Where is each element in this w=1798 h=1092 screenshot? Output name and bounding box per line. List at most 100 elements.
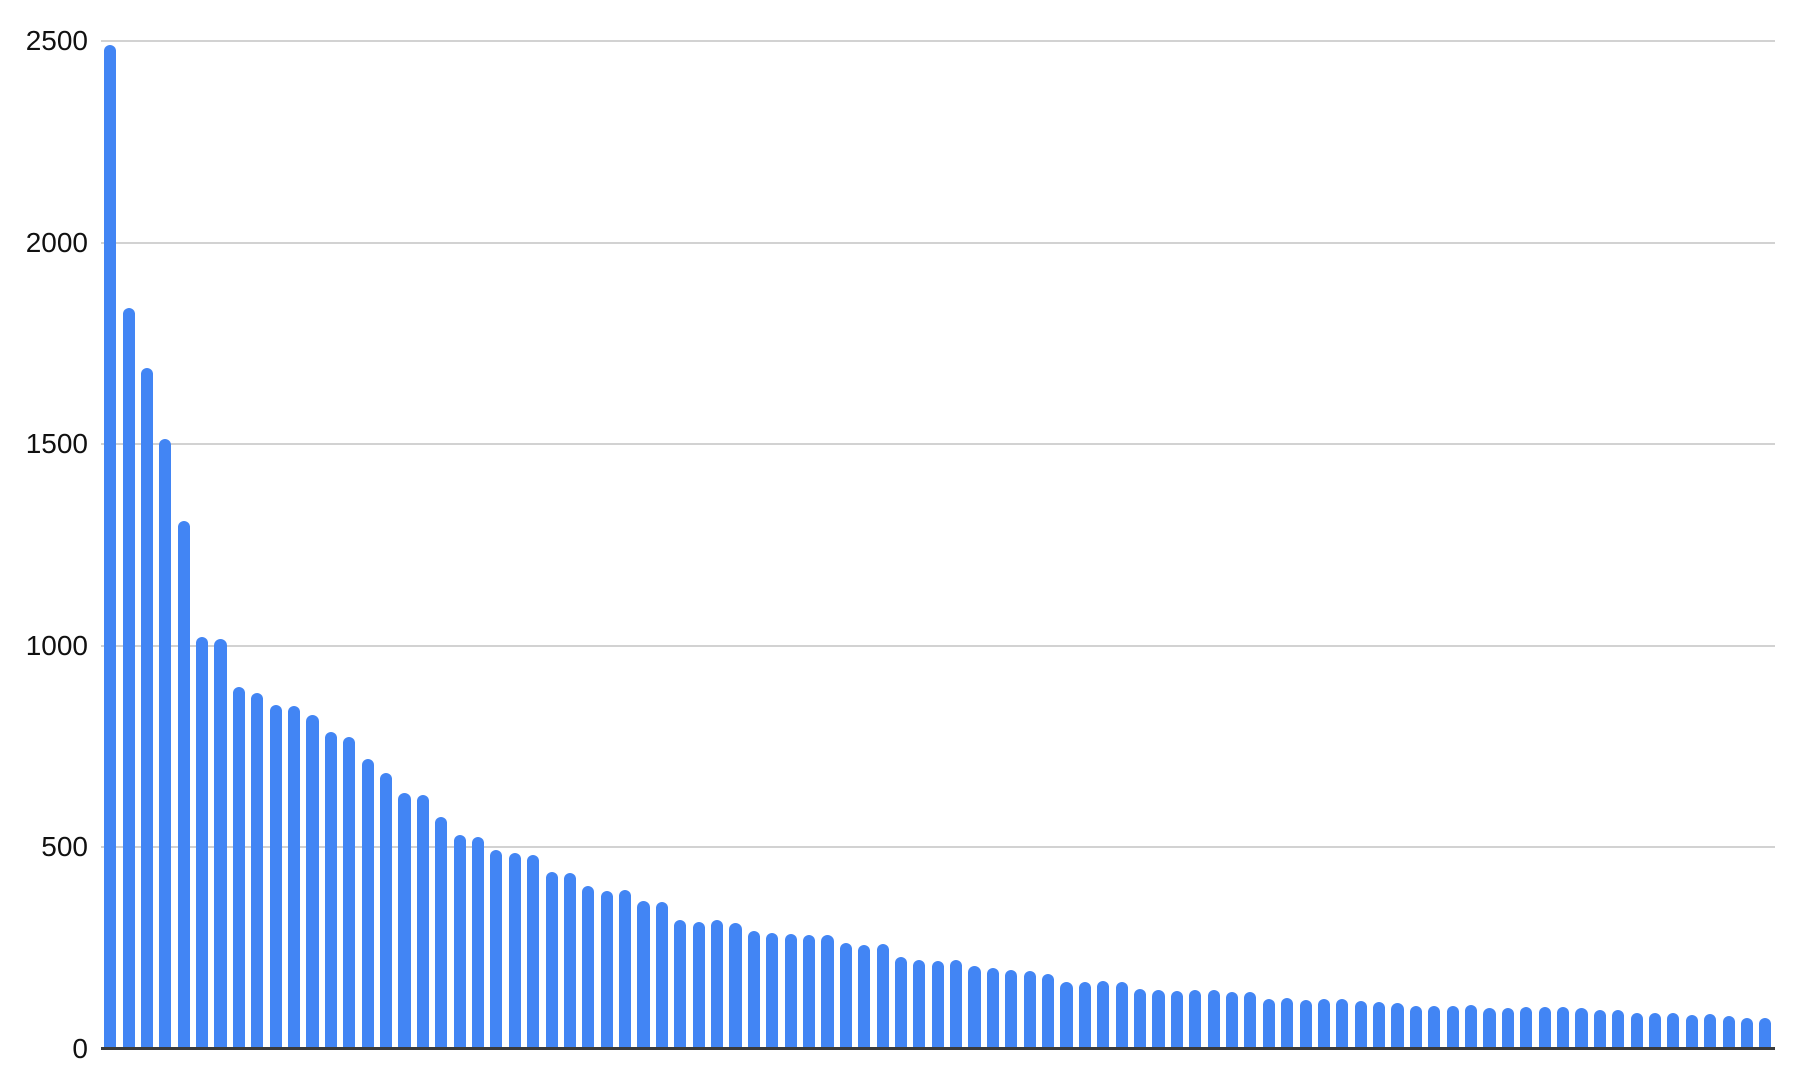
- x-axis-line: [101, 1047, 1775, 1050]
- bar: [453, 834, 466, 1049]
- bar: [1391, 1002, 1404, 1049]
- bar: [986, 967, 1000, 1049]
- bar: [177, 521, 190, 1049]
- bar: [1538, 1007, 1551, 1049]
- bar: [1115, 982, 1128, 1049]
- bar: [324, 732, 337, 1049]
- bar: [1097, 981, 1110, 1049]
- bar: [508, 853, 521, 1049]
- bar: [784, 934, 797, 1049]
- bar: [159, 439, 172, 1049]
- bar: [655, 902, 668, 1049]
- bar: [1501, 1008, 1514, 1049]
- bar: [1317, 999, 1331, 1049]
- bar: [839, 942, 852, 1049]
- bar: [894, 956, 908, 1049]
- bar: [1060, 981, 1073, 1049]
- bar: [968, 966, 981, 1049]
- bar: [1373, 1001, 1386, 1049]
- bar: [692, 921, 705, 1049]
- bar: [545, 871, 558, 1049]
- bar: [1023, 970, 1036, 1049]
- bar: [122, 307, 135, 1049]
- bar: [1281, 998, 1294, 1049]
- bar: [361, 759, 374, 1049]
- y-axis: 0 500 1000 1500 2000 2500: [0, 27, 88, 1063]
- bar: [1483, 1007, 1496, 1049]
- bar: [1446, 1005, 1459, 1049]
- y-tick-label: 1500: [25, 428, 88, 460]
- bar: [1152, 990, 1165, 1049]
- bar: [527, 855, 540, 1049]
- plot-area: [101, 40, 1775, 1050]
- bar: [1465, 1005, 1478, 1049]
- bar: [711, 920, 724, 1049]
- bar: [398, 792, 411, 1049]
- y-tick-label: 2500: [25, 25, 88, 56]
- bar: [1170, 990, 1183, 1049]
- y-tick-label: 1000: [25, 629, 88, 661]
- bar: [214, 639, 227, 1049]
- bar: [1262, 999, 1275, 1049]
- bar: [196, 636, 209, 1049]
- bar: [1005, 970, 1018, 1049]
- bar: [563, 873, 577, 1049]
- bar: [1134, 988, 1147, 1049]
- bar: [306, 715, 319, 1049]
- bar: [435, 816, 448, 1049]
- bar: [637, 901, 650, 1049]
- bar: [471, 836, 485, 1049]
- bar: [1336, 999, 1349, 1049]
- bar: [1612, 1009, 1625, 1049]
- bar: [913, 960, 926, 1049]
- bar: [766, 932, 779, 1049]
- bar: [1593, 1009, 1606, 1049]
- bar: [747, 930, 760, 1049]
- bar: [288, 706, 301, 1049]
- bar: [251, 692, 264, 1049]
- gridline: [101, 40, 1775, 42]
- bar: [1667, 1013, 1680, 1049]
- bar: [1740, 1017, 1754, 1049]
- bar: [582, 886, 595, 1049]
- bar: [600, 890, 613, 1049]
- bar: [1042, 973, 1055, 1049]
- bar: [858, 945, 871, 1049]
- bars-container: [101, 41, 1775, 1049]
- bar: [729, 923, 742, 1049]
- bar: [1189, 990, 1202, 1049]
- gridline: [101, 443, 1775, 446]
- bar: [931, 961, 944, 1049]
- bar: [232, 686, 245, 1049]
- y-tick-label: 500: [41, 831, 88, 863]
- bar: [1556, 1007, 1570, 1049]
- bar: [1685, 1014, 1698, 1049]
- bar: [343, 736, 356, 1049]
- bar: [1244, 992, 1257, 1049]
- bar: [876, 944, 889, 1049]
- y-tick-label: 0: [72, 1033, 88, 1064]
- bar: [1630, 1012, 1643, 1049]
- bar: [1225, 991, 1239, 1049]
- bar: [950, 960, 963, 1049]
- bar: [1575, 1007, 1588, 1049]
- bar: [269, 704, 282, 1049]
- bar: [1648, 1013, 1662, 1049]
- bar: [619, 890, 632, 1049]
- gridline: [101, 846, 1775, 849]
- bar: [821, 934, 834, 1049]
- bar: [416, 794, 429, 1049]
- bar: [1704, 1014, 1717, 1049]
- bar: [1722, 1015, 1735, 1049]
- bar: [1409, 1006, 1422, 1049]
- bar: [140, 368, 154, 1049]
- bar: [1520, 1007, 1533, 1049]
- bar: [104, 45, 117, 1049]
- bar: [379, 772, 393, 1049]
- bar: [1354, 1001, 1367, 1049]
- bar: [802, 934, 816, 1049]
- bar: [674, 919, 687, 1049]
- bar: [1759, 1017, 1772, 1049]
- gridline: [101, 644, 1775, 647]
